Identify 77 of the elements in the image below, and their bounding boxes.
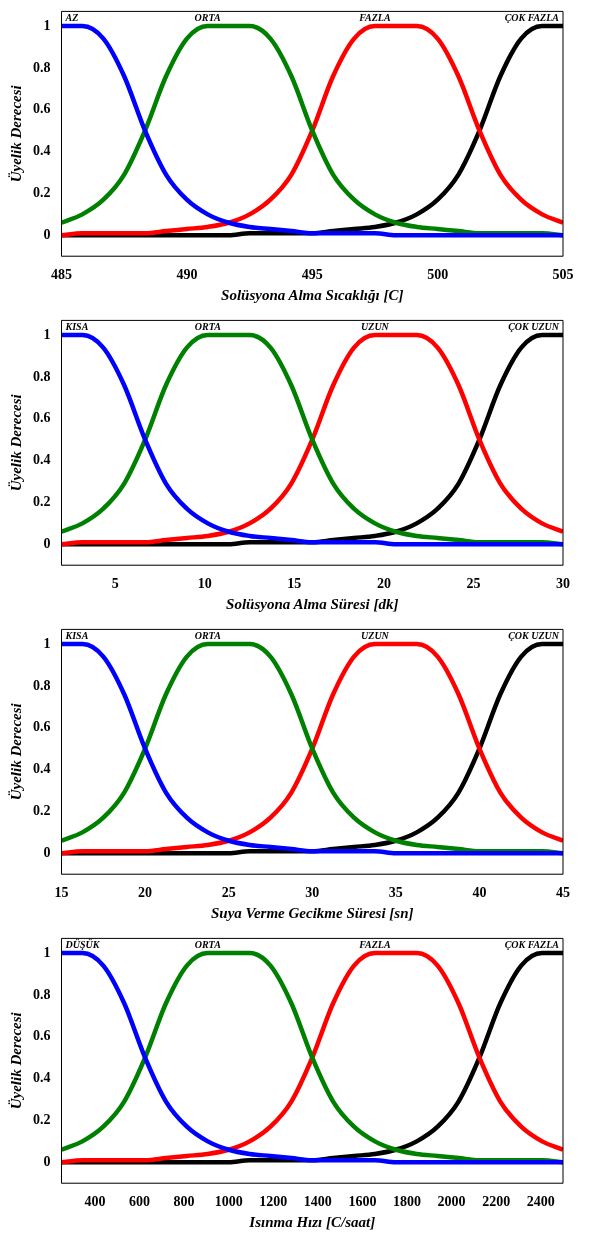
y-tick-label: 0.2 <box>33 185 51 201</box>
y-tick-label: 1 <box>43 326 51 342</box>
x-tick-label: 2200 <box>482 1194 511 1210</box>
y-tick-label: 0.4 <box>33 452 51 468</box>
x-axis-title: Suya Verme Gecikme Süresi [sn] <box>211 904 414 921</box>
series-label: ÇOK FAZLA <box>504 938 560 950</box>
y-tick-label: 0.2 <box>33 803 51 819</box>
y-axis-title: Üyelik Derecesi <box>7 1011 24 1110</box>
series-label: UZUN <box>361 320 390 332</box>
x-tick-label: 35 <box>388 885 403 901</box>
series-label: KISA <box>64 629 89 641</box>
x-tick-label: 1400 <box>303 1194 332 1210</box>
x-tick-label: 500 <box>427 267 449 283</box>
y-tick-label: 0.8 <box>33 368 51 384</box>
series-label: ÇOK UZUN <box>508 320 560 332</box>
x-tick-label: 400 <box>84 1194 106 1210</box>
y-tick-label: 1 <box>43 17 51 33</box>
series-label: ORTA <box>194 629 222 641</box>
series-label: ORTA <box>194 938 222 950</box>
y-tick-label: 0.8 <box>33 986 51 1002</box>
y-tick-label: 0.4 <box>33 1070 51 1086</box>
y-axis-title: Üyelik Derecesi <box>7 393 24 492</box>
y-tick-label: 0.8 <box>33 677 51 693</box>
x-axis-title: Solüsyona Alma Sıcaklığı [C] <box>221 286 404 303</box>
x-tick-label: 45 <box>556 885 570 901</box>
x-tick-label: 800 <box>173 1194 195 1210</box>
y-tick-label: 0.2 <box>33 1112 51 1128</box>
x-tick-label: 1600 <box>348 1194 377 1210</box>
x-tick-label: 15 <box>287 576 302 592</box>
x-tick-label: 15 <box>54 885 69 901</box>
series-label: ÇOK FAZLA <box>504 11 560 23</box>
series-label: KISA <box>64 320 89 332</box>
y-tick-label: 1 <box>43 944 51 960</box>
x-tick-label: 1800 <box>392 1194 421 1210</box>
y-axis-title: Üyelik Derecesi <box>7 702 24 801</box>
y-tick-label: 0.6 <box>33 1028 51 1044</box>
x-tick-label: 30 <box>305 885 320 901</box>
x-tick-label: 600 <box>129 1194 151 1210</box>
x-tick-label: 2400 <box>526 1194 555 1210</box>
y-tick-label: 0.2 <box>33 494 51 510</box>
y-tick-label: 1 <box>43 635 51 651</box>
x-tick-label: 505 <box>552 267 574 283</box>
y-tick-label: 0 <box>43 535 51 551</box>
x-tick-label: 5 <box>111 576 119 592</box>
series-label: ORTA <box>194 11 222 23</box>
y-tick-label: 0.6 <box>33 410 51 426</box>
y-tick-label: 0 <box>43 844 51 860</box>
x-tick-label: 495 <box>301 267 323 283</box>
y-tick-label: 0.6 <box>33 101 51 117</box>
x-tick-label: 490 <box>176 267 198 283</box>
x-tick-label: 1000 <box>214 1194 243 1210</box>
series-label: UZUN <box>361 629 390 641</box>
x-tick-label: 25 <box>221 885 236 901</box>
series-label: AZ <box>64 11 79 23</box>
x-tick-label: 10 <box>197 576 212 592</box>
y-tick-label: 0.6 <box>33 719 51 735</box>
series-label: FAZLA <box>358 11 391 23</box>
y-tick-label: 0.8 <box>33 59 51 75</box>
y-axis-title: Üyelik Derecesi <box>7 84 24 183</box>
x-axis-title: Solüsyona Alma Süresi [dk] <box>226 595 399 612</box>
series-label: ORTA <box>194 320 222 332</box>
x-axis-title: Isınma Hızı [C/saat] <box>248 1213 376 1230</box>
series-label: ÇOK UZUN <box>508 629 560 641</box>
x-tick-label: 25 <box>466 576 481 592</box>
x-tick-label: 20 <box>376 576 391 592</box>
x-tick-label: 1200 <box>259 1194 288 1210</box>
x-tick-label: 20 <box>138 885 153 901</box>
x-tick-label: 30 <box>556 576 570 592</box>
x-tick-label: 2000 <box>437 1194 466 1210</box>
series-label: DÜŞÜK <box>64 937 101 950</box>
series-label: FAZLA <box>358 938 391 950</box>
x-tick-label: 40 <box>472 885 487 901</box>
y-tick-label: 0.4 <box>33 143 51 159</box>
y-tick-label: 0 <box>43 1153 51 1169</box>
y-tick-label: 0.4 <box>33 761 51 777</box>
x-tick-label: 485 <box>51 267 72 283</box>
y-tick-label: 0 <box>43 226 51 242</box>
